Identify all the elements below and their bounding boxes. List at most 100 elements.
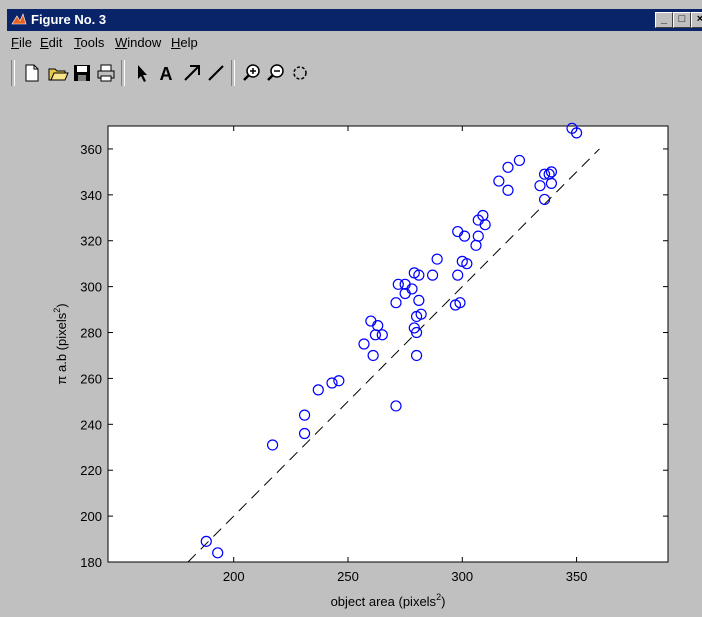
data-point [570,127,583,139]
data-point [538,193,551,206]
data-point [390,400,402,412]
data-point [266,439,279,451]
data-point [538,168,551,180]
y-tick-label: 260 [80,371,102,386]
zoom-out-icon[interactable] [265,62,287,84]
data-point [312,384,324,396]
minimize-button[interactable]: _ [655,12,673,28]
y-tick-label: 180 [80,555,102,570]
zoom-in-icon[interactable] [241,62,263,84]
y-tick-label: 220 [80,463,102,478]
save-icon[interactable] [71,62,93,84]
menu-window[interactable]: Window [115,35,161,50]
select-arrow-icon[interactable] [131,62,153,84]
menu-file-accel: F [11,35,19,50]
close-button[interactable]: × [691,12,702,28]
toolbar-separator [121,60,125,86]
line-icon[interactable] [205,62,227,84]
data-point [406,283,418,295]
axes-background[interactable] [107,125,669,563]
data-point [458,230,471,242]
data-point [493,175,505,187]
menu-help-rest: elp [180,35,198,50]
axis-ticks: 200 250 300 350 180 200 220 240 260 280 300 320 340 3… [80,126,668,584]
data-point [212,547,224,559]
data-point [298,409,311,421]
menu-edit[interactable]: Edit [40,35,62,50]
identity-dashed-line [187,148,600,563]
y-tick-label: 200 [80,509,102,524]
toolbar: A [7,54,702,92]
data-point [413,269,425,281]
y-axis-label: π a.b (pixels2) [52,303,69,384]
data-point [415,308,427,320]
maximize-button[interactable]: □ [673,12,691,28]
x-tick-label: 300 [451,569,473,584]
title-bar[interactable]: Figure No. 3 _ □ × [7,9,702,31]
y-tick-label: 300 [80,280,102,295]
toolbar-grip [11,60,15,86]
x-axis-label: object area (pixels2) [331,592,446,609]
data-point [200,535,212,547]
scatter-chart: 200 250 300 350 180 200 220 240 260 280 300 320 340 3… [52,122,669,609]
y-tick-label: 340 [80,188,102,203]
x-tick-label: 250 [337,569,359,584]
data-point [534,180,546,192]
text-icon[interactable]: A [155,62,177,84]
menu-window-rest: indow [127,35,162,50]
data-point [390,297,402,309]
data-point [372,320,384,332]
data-point [545,166,558,178]
data-point [410,326,423,339]
data-point [326,377,338,389]
menu-tools[interactable]: Tools [74,35,104,50]
menu-tools-rest: ools [80,35,105,50]
data-point [479,219,491,231]
data-point [376,329,388,341]
menu-tools-accel: T [74,35,81,50]
data-point [454,297,466,309]
arrow-icon[interactable] [181,62,203,84]
data-point [502,184,514,196]
data-point [461,258,473,270]
data-point [298,427,311,440]
toolbar-separator [231,60,235,86]
data-points [200,122,583,559]
x-tick-label: 200 [223,569,245,584]
y-tick-label: 320 [80,234,102,249]
open-folder-icon[interactable] [47,62,69,84]
menu-edit-accel: E [40,35,49,50]
new-file-icon[interactable] [21,62,43,84]
x-tick-label: 350 [566,569,588,584]
menu-file-rest: ile [18,35,32,50]
data-point [472,230,484,242]
matlab-logo-icon [11,13,27,25]
menu-help[interactable]: Help [171,35,198,50]
data-point [410,349,423,362]
rotate-icon[interactable] [289,62,311,84]
data-point [392,278,404,290]
data-point [502,161,514,173]
data-point [426,269,439,281]
text-tool-label: A [160,64,173,84]
data-point [367,349,379,362]
y-tick-label: 360 [80,142,102,157]
data-point [413,294,425,306]
print-icon[interactable] [95,62,117,84]
data-point [431,253,443,265]
window-title: Figure No. 3 [31,12,107,27]
data-point [513,154,526,167]
data-point [452,269,464,281]
menu-window-accel: W [115,35,128,50]
menu-edit-rest: dit [48,35,63,50]
reference-line [187,148,600,563]
data-point [333,375,345,387]
y-tick-label: 280 [80,326,102,341]
y-tick-label: 240 [80,417,102,432]
figure-canvas: 200 250 300 350 180 200 220 240 260 280 300 320 340 3… [7,92,702,617]
menu-help-accel: H [171,35,181,50]
data-point [358,338,370,350]
menu-file[interactable]: File [11,35,32,50]
data-point [545,177,558,189]
